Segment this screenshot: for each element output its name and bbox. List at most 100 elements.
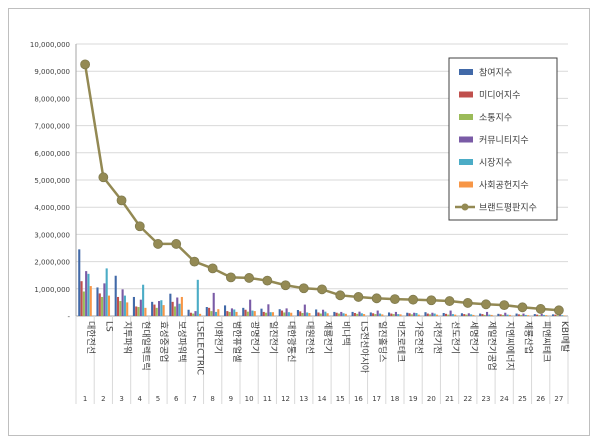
rank-label: 23	[482, 395, 491, 403]
bar-market	[123, 295, 126, 316]
bar-media	[517, 314, 520, 316]
bar-communication	[556, 315, 559, 316]
bar-social	[563, 315, 566, 316]
bar-communication	[246, 311, 249, 316]
bar-media	[98, 293, 101, 316]
rank-label: 14	[318, 395, 327, 403]
company-label: 범한퓨얼셀	[231, 321, 242, 362]
y-tick-label: 9,000,000	[34, 68, 70, 76]
legend-label-community: 커뮤니티지수	[479, 135, 529, 146]
y-tick-label: -	[67, 313, 70, 321]
bar-communication	[520, 314, 523, 316]
bar-communication	[429, 314, 432, 316]
bar-communication	[374, 314, 377, 316]
company-label: 효성중공업	[158, 321, 169, 362]
legend-label-media: 미디어지수	[479, 90, 520, 101]
bar-participation	[369, 312, 372, 316]
bar-community	[267, 304, 270, 316]
bar-social	[435, 314, 439, 316]
bar-social	[417, 314, 420, 316]
bar-community	[340, 311, 343, 316]
bar-media	[280, 310, 284, 316]
bar-participation	[533, 314, 536, 316]
rank-label: 21	[445, 395, 454, 403]
bar-community	[285, 308, 288, 316]
rank-label: 7	[192, 395, 196, 403]
brand-point	[462, 298, 473, 308]
brand-point	[171, 239, 182, 249]
company-label: 일진홀딩스	[377, 321, 389, 362]
company-label: 대원전선	[304, 321, 315, 354]
bar-participation	[460, 313, 463, 316]
bar-media	[444, 313, 448, 316]
y-tick-label: 3,000,000	[34, 231, 70, 239]
bar-market	[233, 309, 236, 316]
bar-market	[178, 303, 181, 316]
company-label: 피앤씨테크	[541, 321, 552, 362]
bar-media	[554, 314, 557, 316]
bar-participation	[242, 307, 245, 316]
bar-participation	[497, 313, 500, 316]
bar-communication	[173, 306, 177, 316]
bar-market	[251, 310, 254, 316]
bar-market	[360, 313, 363, 316]
company-label: 서전기전	[431, 321, 442, 354]
rank-label: 24	[500, 395, 509, 403]
rank-label: 15	[336, 395, 345, 403]
rank-label: 12	[281, 395, 290, 403]
bar-social	[144, 307, 147, 316]
bar-social	[490, 314, 493, 316]
company-label: 지투파워	[122, 321, 133, 354]
bar-social	[89, 286, 92, 316]
rank-label: 26	[536, 395, 545, 403]
rank-label: 4	[138, 395, 143, 403]
bar-communication	[192, 313, 195, 316]
bar-social	[126, 302, 129, 316]
bar-social	[527, 315, 530, 316]
rank-label: 17	[372, 395, 381, 403]
bar-media	[481, 314, 484, 316]
bar-participation	[278, 309, 281, 316]
brand-point	[280, 280, 291, 291]
company-label: LSELECTRIC	[194, 321, 204, 375]
legend-swatch-media	[459, 91, 473, 98]
bar-market	[378, 313, 382, 316]
rank-label: 13	[299, 395, 308, 403]
bar-social	[454, 314, 457, 316]
brand-point	[244, 273, 255, 283]
bar-media	[226, 311, 229, 316]
bar-market	[397, 314, 400, 316]
bar-social	[162, 305, 165, 316]
bar-participation	[169, 293, 172, 316]
brand-point	[408, 294, 419, 305]
y-tick-label: 8,000,000	[34, 95, 70, 103]
y-tick-label: 1,000,000	[34, 286, 70, 294]
legend-swatch-social	[459, 181, 473, 188]
company-label: 이화전기	[213, 321, 224, 354]
bar-communication	[538, 315, 541, 316]
rank-label: 20	[427, 395, 436, 403]
bar-social	[326, 313, 329, 316]
bar-social	[180, 296, 183, 316]
bar-market	[542, 314, 546, 316]
bar-participation	[78, 249, 81, 316]
brand-point	[207, 263, 218, 274]
brand-point	[225, 272, 236, 283]
bar-community	[121, 289, 124, 316]
bar-market	[470, 314, 473, 316]
bar-community	[194, 311, 197, 316]
brand-point	[335, 290, 346, 301]
bar-community	[103, 283, 106, 316]
brand-point	[481, 299, 491, 310]
bar-social	[308, 313, 311, 316]
bar-social	[545, 315, 548, 316]
brand-point	[371, 293, 382, 304]
brand-point	[80, 59, 91, 70]
brand-point	[389, 294, 400, 305]
bar-social	[472, 314, 475, 316]
bar-media	[408, 313, 411, 316]
company-label: 제일전기공업	[486, 321, 497, 371]
bar-social	[217, 309, 220, 316]
legend-label-brand: 브랜드평판지수	[479, 203, 537, 214]
